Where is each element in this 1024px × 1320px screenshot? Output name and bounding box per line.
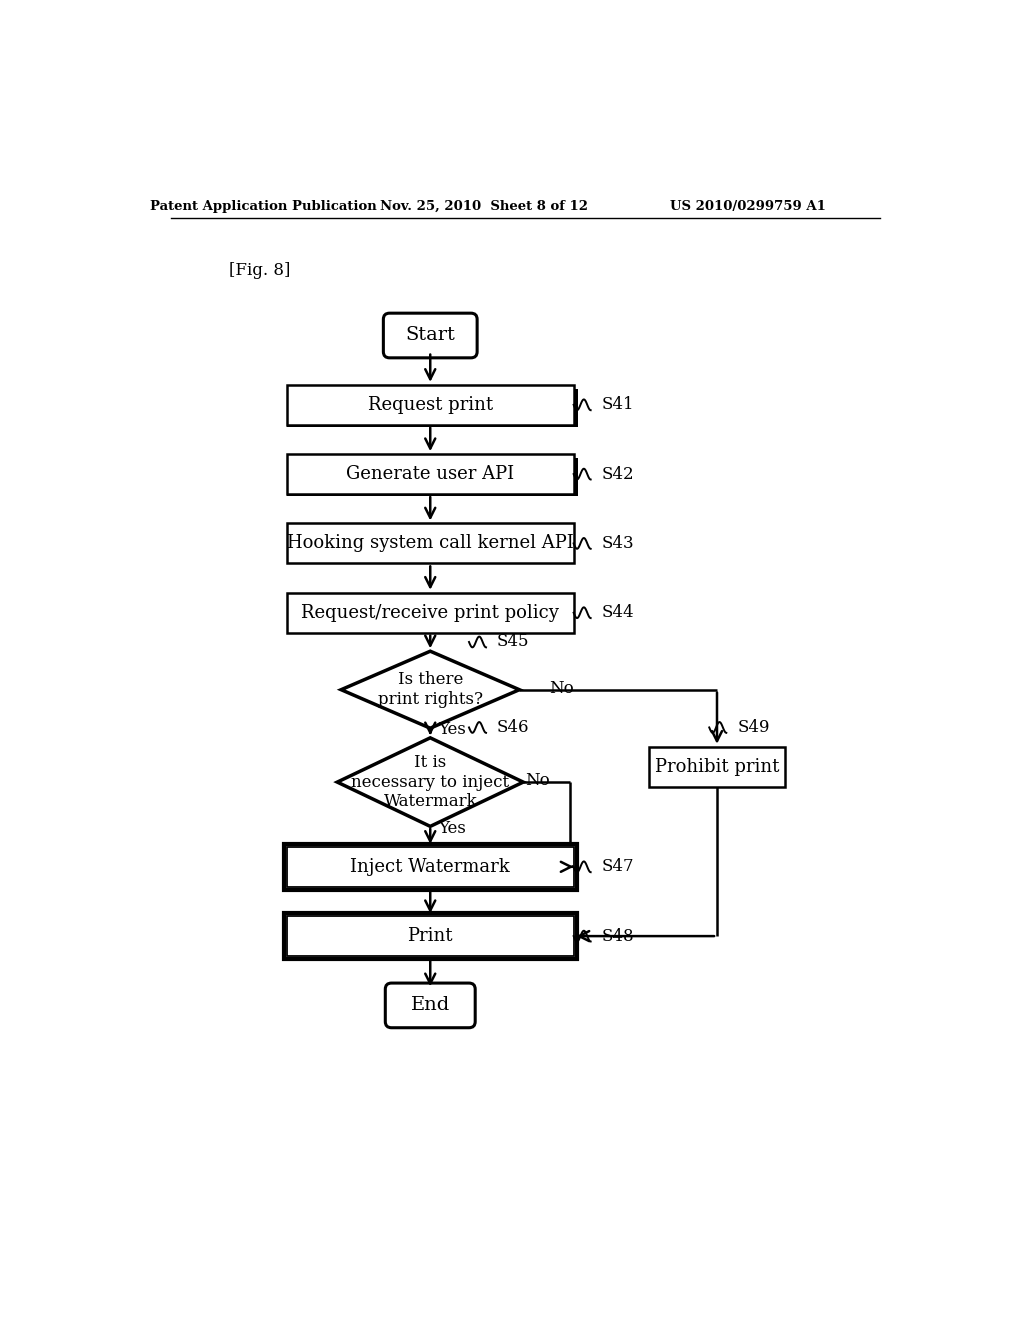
Text: Patent Application Publication: Patent Application Publication [151,199,377,213]
Text: S46: S46 [497,719,529,737]
Text: Hooking system call kernel API: Hooking system call kernel API [287,535,573,552]
Text: No: No [550,680,574,697]
Bar [287,847,573,887]
Text: S48: S48 [601,928,634,945]
Bar [287,385,573,425]
Bar [287,388,578,428]
Bar [287,593,573,632]
Polygon shape [337,738,523,826]
Text: S41: S41 [601,396,634,413]
Text: Nov. 25, 2010  Sheet 8 of 12: Nov. 25, 2010 Sheet 8 of 12 [381,199,589,213]
Bar [287,524,573,564]
Text: S49: S49 [737,719,770,737]
Bar [649,747,784,787]
Text: It is
necessary to inject
Watermark: It is necessary to inject Watermark [351,754,509,810]
Text: Inject Watermark: Inject Watermark [350,858,510,875]
Polygon shape [341,651,519,729]
Text: Generate user API: Generate user API [346,465,514,483]
Text: No: No [525,772,550,789]
Bar [284,913,577,960]
Text: Request print: Request print [368,396,493,413]
Text: Request/receive print policy: Request/receive print policy [301,603,559,622]
Bar [287,454,573,494]
Bar [287,458,578,496]
Text: S45: S45 [497,634,529,651]
Text: S42: S42 [601,466,634,483]
Text: Start: Start [406,326,456,345]
Text: Yes: Yes [438,820,466,837]
Text: S44: S44 [601,605,634,622]
Text: Prohibit print: Prohibit print [654,758,779,776]
Text: [Fig. 8]: [Fig. 8] [228,261,290,279]
Text: S43: S43 [601,535,634,552]
Text: US 2010/0299759 A1: US 2010/0299759 A1 [670,199,826,213]
FancyBboxPatch shape [383,313,477,358]
Text: End: End [411,997,450,1014]
FancyBboxPatch shape [385,983,475,1028]
Text: Print: Print [408,927,453,945]
Text: Yes: Yes [438,721,466,738]
Bar [287,916,573,956]
Text: Is there
print rights?: Is there print rights? [378,672,482,708]
Text: S47: S47 [601,858,634,875]
Bar [284,843,577,890]
